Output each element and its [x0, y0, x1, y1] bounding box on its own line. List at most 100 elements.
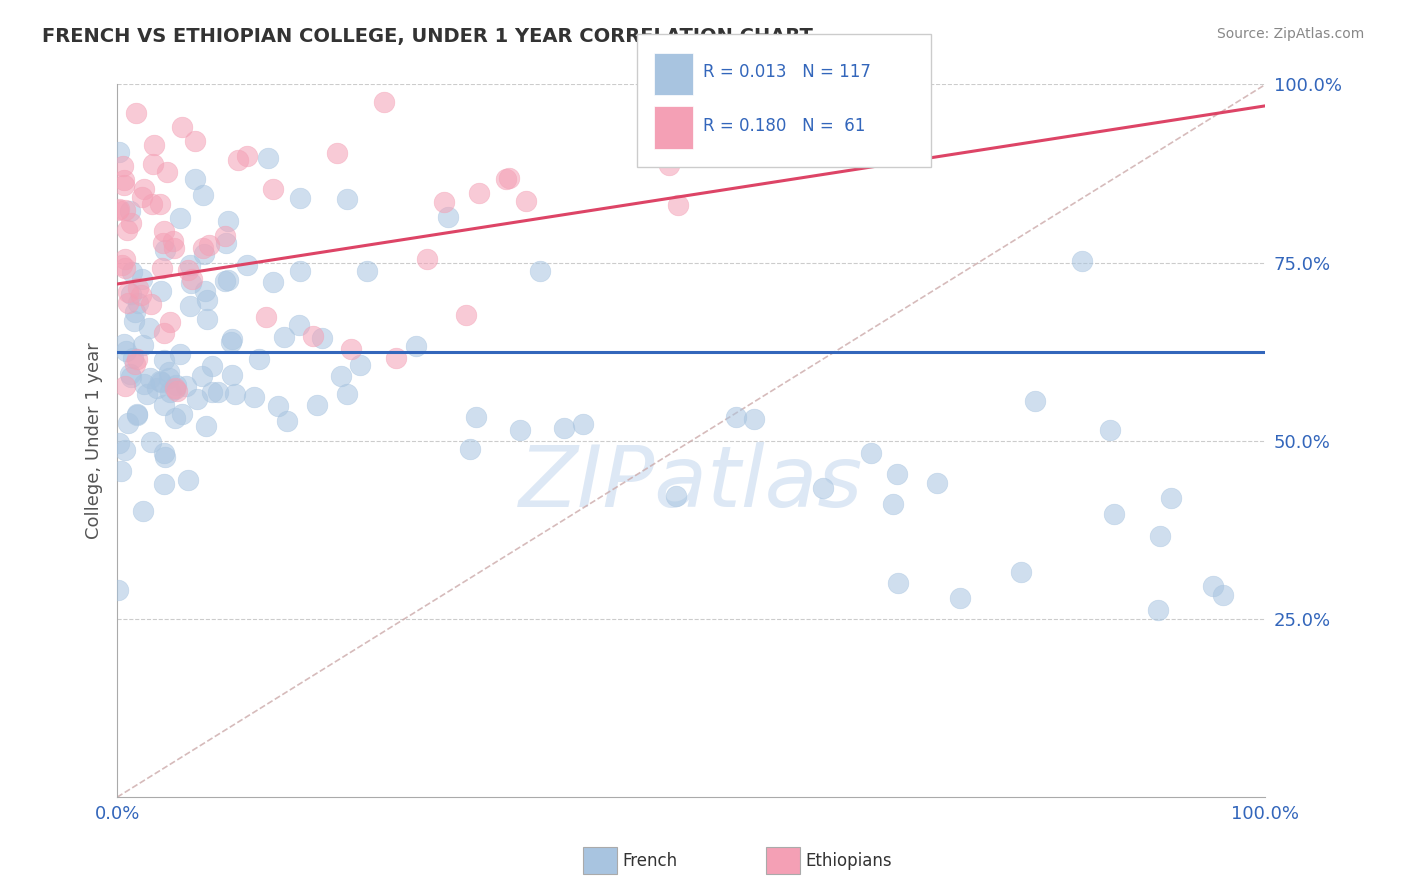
- Point: [112, 173, 135, 187]
- Point: [165, 381, 187, 395]
- Point: [127, 295, 149, 310]
- Point: [1212, 588, 1234, 602]
- Point: [170, 407, 193, 421]
- Text: French: French: [623, 852, 678, 870]
- Point: [153, 243, 176, 257]
- Point: [349, 358, 371, 372]
- Point: [458, 442, 481, 457]
- Point: [433, 194, 456, 209]
- Point: [136, 387, 159, 401]
- Point: [302, 328, 325, 343]
- Point: [217, 214, 239, 228]
- Point: [108, 145, 131, 159]
- Point: [927, 475, 949, 490]
- Point: [139, 297, 162, 311]
- Point: [1024, 394, 1046, 409]
- Point: [742, 411, 765, 425]
- Text: FRENCH VS ETHIOPIAN COLLEGE, UNDER 1 YEAR CORRELATION CHART: FRENCH VS ETHIOPIAN COLLEGE, UNDER 1 YEA…: [42, 27, 813, 45]
- Point: [111, 159, 134, 173]
- Point: [236, 258, 259, 272]
- Point: [127, 409, 149, 423]
- Point: [221, 368, 243, 382]
- Text: ZIPatlas: ZIPatlas: [519, 442, 863, 525]
- Point: [243, 390, 266, 404]
- Point: [191, 241, 214, 255]
- Point: [153, 353, 176, 368]
- Point: [553, 421, 575, 435]
- Point: [114, 443, 136, 458]
- Point: [146, 381, 169, 395]
- Point: [1149, 529, 1171, 543]
- Point: [163, 411, 186, 425]
- Point: [194, 284, 217, 298]
- Text: Ethiopians: Ethiopians: [806, 852, 893, 870]
- Point: [159, 385, 181, 400]
- Point: [236, 148, 259, 162]
- Point: [149, 376, 172, 390]
- Point: [179, 258, 201, 272]
- Point: [198, 238, 221, 252]
- Point: [207, 384, 229, 399]
- Point: [131, 272, 153, 286]
- Point: [177, 474, 200, 488]
- Point: [416, 252, 439, 266]
- Point: [177, 262, 200, 277]
- Point: [142, 157, 165, 171]
- Point: [262, 275, 284, 289]
- Point: [464, 409, 486, 424]
- Point: [153, 446, 176, 460]
- Point: [373, 95, 395, 110]
- Point: [214, 236, 236, 251]
- Point: [273, 330, 295, 344]
- Point: [666, 197, 689, 211]
- Point: [1010, 565, 1032, 579]
- Point: [307, 398, 329, 412]
- Point: [813, 481, 835, 495]
- Point: [122, 314, 145, 328]
- Point: [157, 371, 180, 385]
- Point: [117, 285, 139, 300]
- Point: [127, 280, 149, 294]
- Point: [159, 314, 181, 328]
- Point: [191, 368, 214, 383]
- Point: [115, 344, 138, 359]
- Point: [184, 172, 207, 186]
- Point: [886, 467, 908, 481]
- Point: [226, 153, 249, 168]
- Point: [330, 368, 353, 383]
- Point: [288, 264, 311, 278]
- Point: [214, 228, 236, 243]
- Point: [201, 359, 224, 373]
- Point: [149, 197, 172, 211]
- Point: [1102, 507, 1125, 521]
- Point: [169, 347, 191, 361]
- Point: [195, 311, 218, 326]
- Point: [180, 271, 202, 285]
- Point: [120, 370, 142, 384]
- Point: [176, 379, 198, 393]
- Point: [529, 264, 551, 278]
- Point: [153, 224, 176, 238]
- Point: [454, 308, 477, 322]
- Point: [152, 236, 174, 251]
- Point: [949, 591, 972, 605]
- Point: [117, 417, 139, 431]
- Point: [152, 476, 174, 491]
- Point: [219, 335, 242, 350]
- Point: [118, 204, 141, 219]
- Point: [515, 194, 537, 208]
- Point: [217, 273, 239, 287]
- Point: [148, 374, 170, 388]
- Point: [437, 210, 460, 224]
- Point: [139, 371, 162, 385]
- Point: [498, 171, 520, 186]
- Point: [658, 158, 681, 172]
- Point: [194, 419, 217, 434]
- Point: [132, 182, 155, 196]
- Point: [860, 446, 883, 460]
- Point: [139, 435, 162, 450]
- Point: [153, 398, 176, 412]
- Point: [665, 489, 688, 503]
- Point: [125, 407, 148, 421]
- Point: [165, 382, 187, 396]
